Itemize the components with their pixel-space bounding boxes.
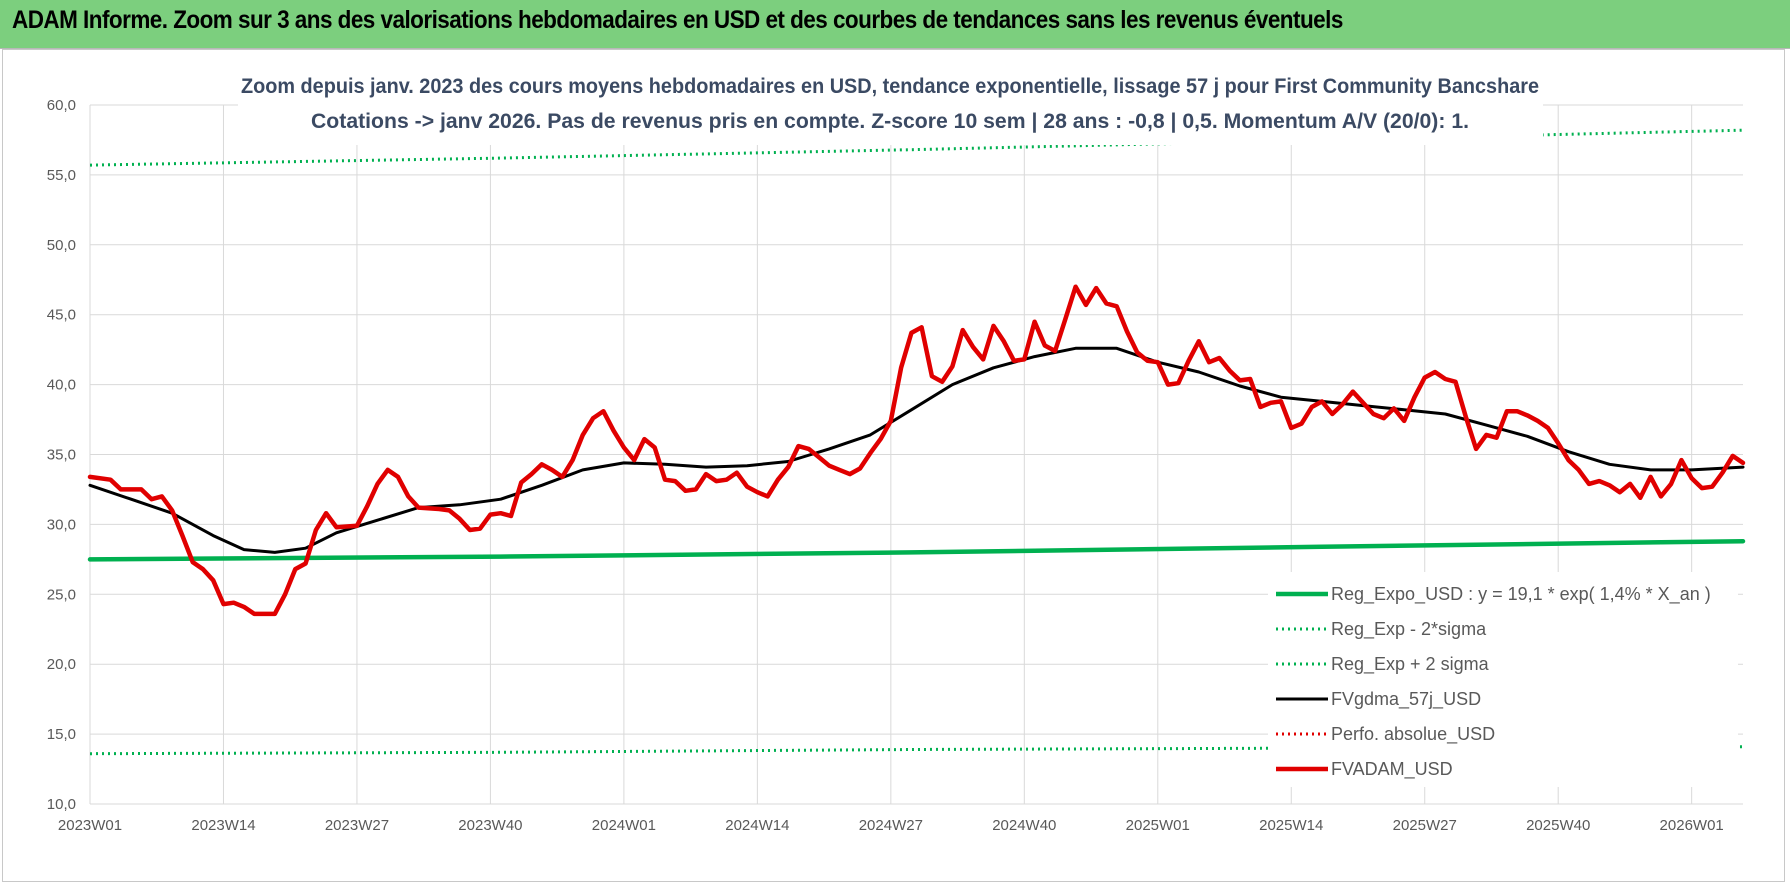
y-tick-label: 50,0 [47,237,76,254]
y-tick-label: 55,0 [47,167,76,184]
series-line-0 [87,538,1746,562]
x-tick-label: 2025W40 [1526,817,1590,834]
chart-legend: Reg_Expo_USD : y = 19,1 * exp( 1,4% * X_… [1268,572,1738,787]
y-tick-label: 10,0 [47,796,76,813]
legend-label: Reg_Exp - 2*sigma [1331,619,1487,640]
y-tick-label: 45,0 [47,307,76,324]
x-tick-label: 2024W14 [725,817,789,834]
y-tick-label: 35,0 [47,447,76,464]
x-tick-label: 2023W01 [58,817,122,834]
chart-series [87,128,1746,756]
chart-grid [89,104,1743,805]
series-line-5 [87,284,1746,617]
chart-title-line2: Cotations -> janv 2026. Pas de revenus p… [311,110,1469,133]
chart-title-line1: Zoom depuis janv. 2023 des cours moyens … [241,75,1539,98]
x-tick-label: 2024W40 [992,817,1056,834]
y-axis-ticks: 10,0 15,0 20,0 25,0 30,0 35,0 40,0 45,0 50,0 55,0… [47,97,76,813]
x-tick-label: 2023W40 [458,817,522,834]
x-tick-label: 2024W01 [592,817,656,834]
report-banner-title: ADAM Informe. Zoom sur 3 ans des valoris… [12,6,1343,34]
x-tick-label: 2025W27 [1393,817,1457,834]
legend-label: Reg_Expo_USD : y = 19,1 * exp( 1,4% * X_… [1331,584,1711,605]
y-tick-label: 60,0 [47,97,76,114]
report-banner: ADAM Informe. Zoom sur 3 ans des valoris… [0,0,1790,49]
legend-label: Reg_Exp + 2 sigma [1331,654,1490,675]
legend-background [1268,572,1738,787]
series-line-3 [88,346,1745,554]
chart-title-background [238,67,1543,145]
chart-title: Zoom depuis janv. 2023 des cours moyens … [238,67,1543,145]
legend-label: FVADAM_USD [1331,759,1453,780]
x-tick-label: 2023W27 [325,817,389,834]
x-tick-label: 2024W27 [859,817,923,834]
y-tick-label: 40,0 [47,377,76,394]
chart-frame [2,49,1785,882]
x-tick-label: 2023W14 [191,817,255,834]
x-axis-ticks: 2023W01 2023W14 2023W27 2023W40 2024W01 2024W… [58,817,1724,834]
y-tick-label: 20,0 [47,656,76,673]
y-tick-label: 15,0 [47,726,76,743]
x-tick-label: 2026W01 [1660,817,1724,834]
x-tick-label: 2025W01 [1126,817,1190,834]
legend-label: Perfo. absolue_USD [1331,724,1495,745]
y-tick-label: 25,0 [47,586,76,603]
y-tick-label: 30,0 [47,516,76,533]
legend-label: FVgdma_57j_USD [1331,689,1481,710]
x-tick-label: 2025W14 [1259,817,1323,834]
